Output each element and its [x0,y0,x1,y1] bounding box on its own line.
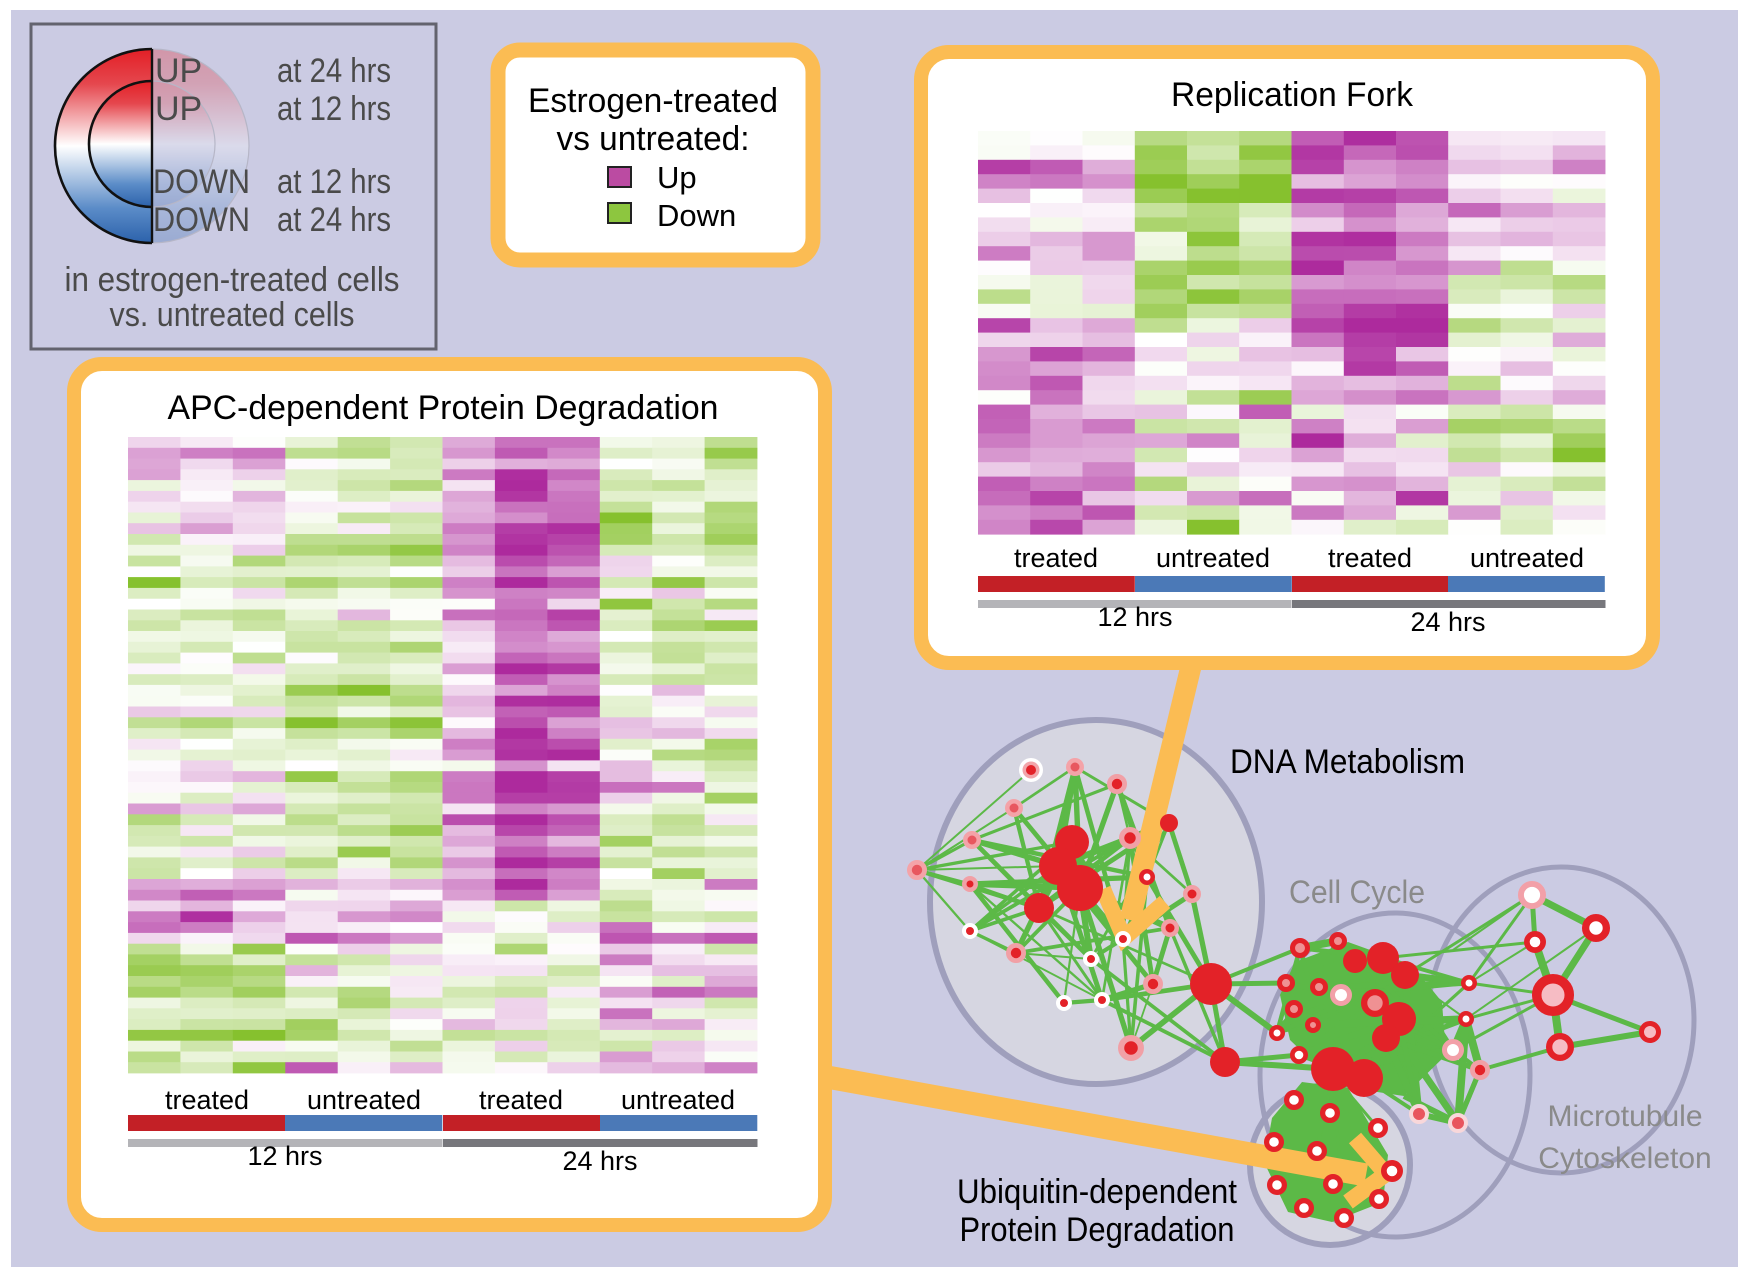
svg-text:untreated: untreated [621,1085,735,1115]
svg-text:treated: treated [479,1085,563,1115]
svg-text:24 hrs: 24 hrs [1411,607,1486,637]
svg-text:Cell Cycle: Cell Cycle [1289,874,1425,910]
svg-text:at 12 hrs: at 12 hrs [277,90,391,128]
svg-text:DOWN: DOWN [153,163,250,201]
svg-text:vs. untreated cells: vs. untreated cells [110,296,355,334]
svg-text:Up: Up [657,160,697,195]
svg-text:untreated: untreated [1156,543,1270,573]
svg-text:DOWN: DOWN [153,201,250,239]
svg-text:at 24 hrs: at 24 hrs [277,52,391,90]
svg-text:Replication Fork: Replication Fork [1171,76,1414,114]
svg-text:treated: treated [165,1085,249,1115]
svg-text:Microtubule: Microtubule [1547,1100,1702,1133]
svg-text:Cytoskeleton: Cytoskeleton [1538,1142,1711,1175]
svg-text:at 24 hrs: at 24 hrs [277,201,391,239]
svg-text:untreated: untreated [307,1085,421,1115]
svg-text:at 12 hrs: at 12 hrs [277,163,391,201]
svg-text:12 hrs: 12 hrs [248,1141,323,1171]
svg-text:treated: treated [1328,543,1412,573]
svg-text:Ubiquitin-dependent: Ubiquitin-dependent [957,1173,1238,1211]
svg-text:DNA Metabolism: DNA Metabolism [1230,743,1465,781]
svg-text:APC-dependent Protein Degradat: APC-dependent Protein Degradation [168,389,719,427]
svg-text:12 hrs: 12 hrs [1098,602,1173,632]
svg-text:UP: UP [155,90,202,128]
svg-text:untreated: untreated [1470,543,1584,573]
svg-text:Protein Degradation: Protein Degradation [960,1211,1235,1249]
svg-text:Down: Down [657,198,736,233]
svg-text:vs untreated:: vs untreated: [557,120,750,158]
svg-text:Estrogen-treated: Estrogen-treated [528,82,778,120]
svg-text:in estrogen-treated cells: in estrogen-treated cells [65,261,400,299]
svg-text:treated: treated [1014,543,1098,573]
svg-text:24 hrs: 24 hrs [563,1146,638,1176]
svg-text:UP: UP [155,52,202,90]
